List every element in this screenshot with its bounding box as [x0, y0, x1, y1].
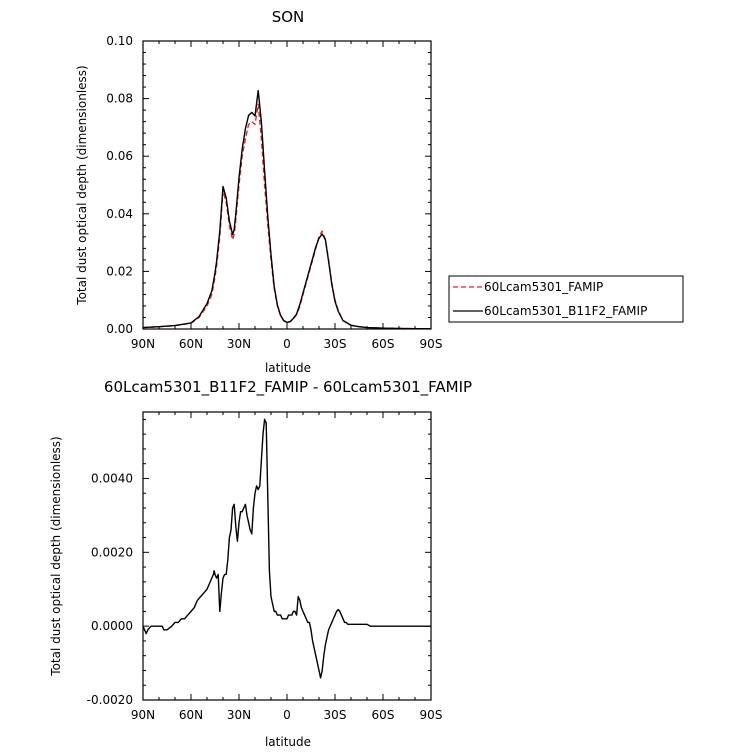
x-tick-label: 30S: [324, 337, 347, 351]
x-tick-label: 60N: [179, 708, 203, 722]
top-series-lines: [142, 89, 431, 330]
legend: 60Lcam5301_FAMIP 60Lcam5301_B11F2_FAMIP: [448, 275, 684, 323]
x-tick-label: 30N: [227, 337, 251, 351]
y-tick-label: -0.0020: [87, 693, 133, 707]
x-tick-label: 60S: [372, 708, 395, 722]
top-panel: SON 90N 60N 30N 0 30S 60S 90S 0.00 0.02 0.04 0.06 0…: [75, 8, 684, 375]
y-tick-label: 0.02: [106, 264, 133, 278]
y-tick-label: 0.0040: [91, 471, 133, 485]
top-ticks: 90N 60N 30N 0 30S 60S 90S 0.00 0.02 0.04 0.06 0.08 0…: [106, 34, 442, 351]
top-x-axis-label: latitude: [265, 361, 311, 375]
x-tick-label: 60N: [179, 337, 203, 351]
top-plot-frame: [142, 40, 432, 330]
x-tick-label: 90S: [420, 337, 443, 351]
series-line-60lcam5301-b11f2-famip: [142, 89, 431, 330]
x-tick-label: 90N: [131, 337, 155, 351]
top-y-axis-label: Total dust optical depth (dimensionless): [75, 65, 89, 305]
x-tick-label: 30S: [324, 708, 347, 722]
y-tick-label: 0.04: [106, 207, 133, 221]
series-line-60lcam5301-famip: [142, 103, 431, 330]
x-tick-label: 90N: [131, 708, 155, 722]
x-tick-label: 60S: [372, 337, 395, 351]
y-tick-label: 0.10: [106, 34, 133, 48]
top-title: SON: [272, 8, 305, 26]
x-tick-label: 0: [283, 708, 291, 722]
bottom-plot-frame: [142, 411, 432, 701]
legend-box: [448, 275, 684, 323]
legend-label-famip: 60Lcam5301_FAMIP: [484, 280, 603, 294]
bottom-x-axis-label: latitude: [265, 735, 311, 749]
x-tick-label: 90S: [420, 708, 443, 722]
x-tick-label: 0: [283, 337, 291, 351]
bottom-ticks: 90N 60N 30N 0 30S 60S 90S -0.0020 0.0000 0.0020 0.…: [87, 412, 443, 722]
bottom-series-lines: [142, 418, 431, 679]
series-line-difference: [142, 418, 431, 679]
bottom-panel: 60Lcam5301_B11F2_FAMIP - 60Lcam5301_FAMI…: [49, 378, 472, 749]
y-tick-label: 0.0000: [91, 619, 133, 633]
bottom-y-axis-label: Total dust optical depth (dimensionless): [49, 436, 63, 676]
y-tick-label: 0.08: [106, 92, 133, 106]
y-tick-label: 0.06: [106, 149, 133, 163]
y-tick-label: 0.0020: [91, 545, 133, 559]
x-tick-label: 30N: [227, 708, 251, 722]
legend-label-b11f2-famip: 60Lcam5301_B11F2_FAMIP: [484, 304, 647, 318]
bottom-title: 60Lcam5301_B11F2_FAMIP - 60Lcam5301_FAMI…: [104, 378, 472, 397]
y-tick-label: 0.00: [106, 322, 133, 336]
